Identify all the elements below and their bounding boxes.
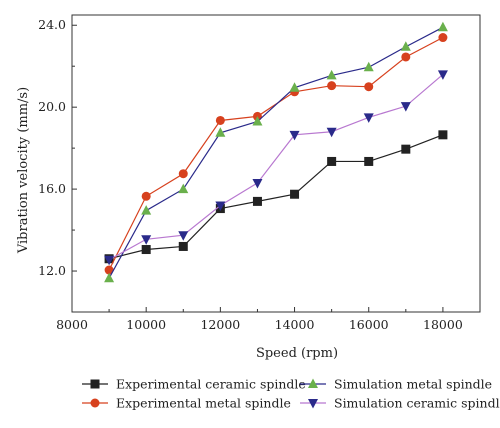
legend-item: Experimental ceramic spindle: [82, 377, 306, 392]
data-point: [215, 115, 225, 125]
data-point: [178, 169, 188, 179]
data-point: [364, 156, 374, 166]
data-point: [141, 235, 152, 245]
data-point: [141, 245, 151, 255]
data-point: [438, 130, 448, 140]
legend-marker: [308, 378, 318, 388]
x-tick-label: 14000: [275, 317, 315, 332]
legend-item: Experimental metal spindle: [82, 396, 291, 411]
y-tick-label: 24.0: [38, 17, 66, 32]
data-point: [178, 241, 188, 251]
y-tick-label: 16.0: [38, 181, 66, 196]
data-point: [104, 272, 115, 283]
plot-border: [71, 14, 481, 313]
legend-marker: [90, 379, 100, 389]
data-point: [326, 69, 337, 80]
x-axis-title: Speed (rpm): [256, 346, 338, 361]
legend: Experimental ceramic spindle Experimental…: [82, 377, 500, 411]
data-point: [252, 178, 263, 189]
data-point: [252, 196, 262, 206]
data-point: [364, 82, 374, 92]
data-point: [289, 82, 300, 92]
data-point: [363, 113, 374, 123]
series-4: [104, 70, 448, 266]
data-point: [215, 201, 226, 211]
series-layer: [104, 21, 448, 283]
x-tick-label: 18000: [423, 317, 463, 332]
data-point: [327, 81, 337, 91]
data-point: [437, 70, 448, 80]
data-point: [104, 265, 114, 275]
series-1: [104, 130, 448, 264]
x-tick-label: 8000: [56, 317, 88, 332]
x-tick-label: 12000: [200, 317, 240, 332]
data-point: [327, 156, 337, 166]
x-tick-label: 10000: [126, 317, 166, 332]
data-point: [363, 61, 374, 72]
x-tick-label: 16000: [349, 317, 389, 332]
legend-label: Experimental ceramic spindle: [116, 377, 306, 392]
data-point: [438, 33, 448, 43]
data-point: [141, 191, 151, 201]
series-line: [108, 26, 444, 279]
legend-label: Experimental metal spindle: [116, 396, 291, 411]
data-point: [401, 52, 411, 62]
legend-item: Simulation metal spindle: [300, 377, 492, 392]
data-point: [215, 127, 226, 137]
series-line: [108, 73, 444, 261]
data-point: [400, 102, 411, 112]
data-point: [400, 41, 411, 51]
legend-item: Simulation ceramic spindle: [300, 396, 500, 411]
data-point: [326, 127, 337, 138]
data-point: [178, 183, 189, 194]
data-point: [437, 21, 448, 32]
plot-frame: [71, 14, 481, 313]
data-point: [178, 231, 189, 241]
y-tick-label: 12.0: [38, 263, 66, 278]
data-point: [401, 144, 411, 154]
data-point: [290, 189, 300, 199]
legend-label: Simulation ceramic spindle: [334, 396, 500, 411]
y-tick-label: 20.0: [38, 99, 66, 114]
legend-marker: [308, 399, 318, 409]
data-point: [252, 116, 263, 126]
legend-label: Simulation metal spindle: [334, 377, 492, 392]
x-axis: 8000 10000 12000 14000 16000 18000: [56, 307, 463, 332]
data-point: [141, 205, 152, 215]
y-axis: 12.0 16.0 20.0 24.0: [38, 17, 77, 278]
y-axis-title: Vibration velocity (mm/s): [16, 87, 31, 254]
data-point: [104, 255, 115, 266]
data-point: [289, 130, 300, 141]
legend-marker: [90, 398, 100, 408]
series-3: [104, 21, 448, 283]
series-line: [108, 134, 444, 260]
